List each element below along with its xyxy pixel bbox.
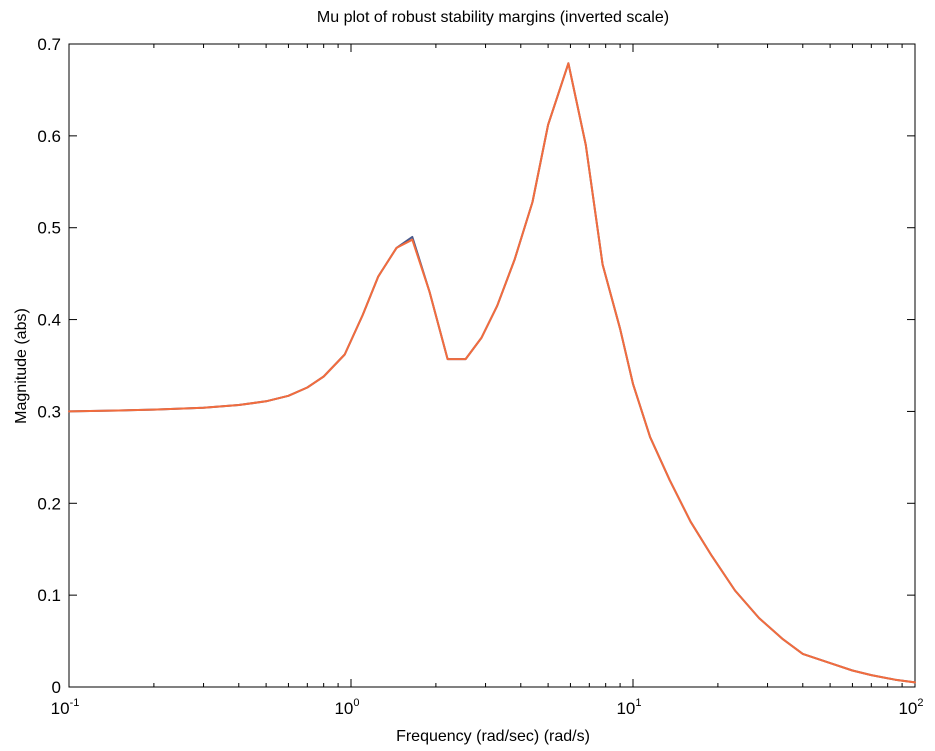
x-tick-label: 100 — [334, 697, 359, 718]
chart-title: Mu plot of robust stability margins (inv… — [317, 9, 669, 26]
y-tick-label: 0.5 — [37, 219, 61, 238]
x-tick-label: 102 — [898, 697, 923, 718]
y-axis-label: Magnitude (abs) — [13, 308, 30, 424]
y-tick-label: 0.7 — [37, 35, 61, 54]
y-tick-label: 0.1 — [37, 586, 61, 605]
y-tick-label: 0 — [52, 678, 61, 697]
y-tick-label: 0.2 — [37, 494, 61, 513]
x-axis-label: Frequency (rad/sec) (rad/s) — [396, 728, 590, 745]
y-tick-labels: 0 0.1 0.2 0.3 0.4 0.5 0.6 0.7 — [37, 35, 61, 697]
y-tick-label: 0.6 — [37, 127, 61, 146]
x-tick-label: 101 — [616, 697, 641, 718]
plot-frame — [68, 43, 916, 688]
data-series — [68, 62, 916, 684]
y-tick-label: 0.4 — [37, 311, 61, 330]
y-tick-label: 0.3 — [37, 402, 61, 421]
axis-ticks — [68, 43, 916, 688]
x-tick-labels: 10-1 100 101 102 — [51, 697, 924, 718]
series-line-2 — [68, 62, 916, 684]
